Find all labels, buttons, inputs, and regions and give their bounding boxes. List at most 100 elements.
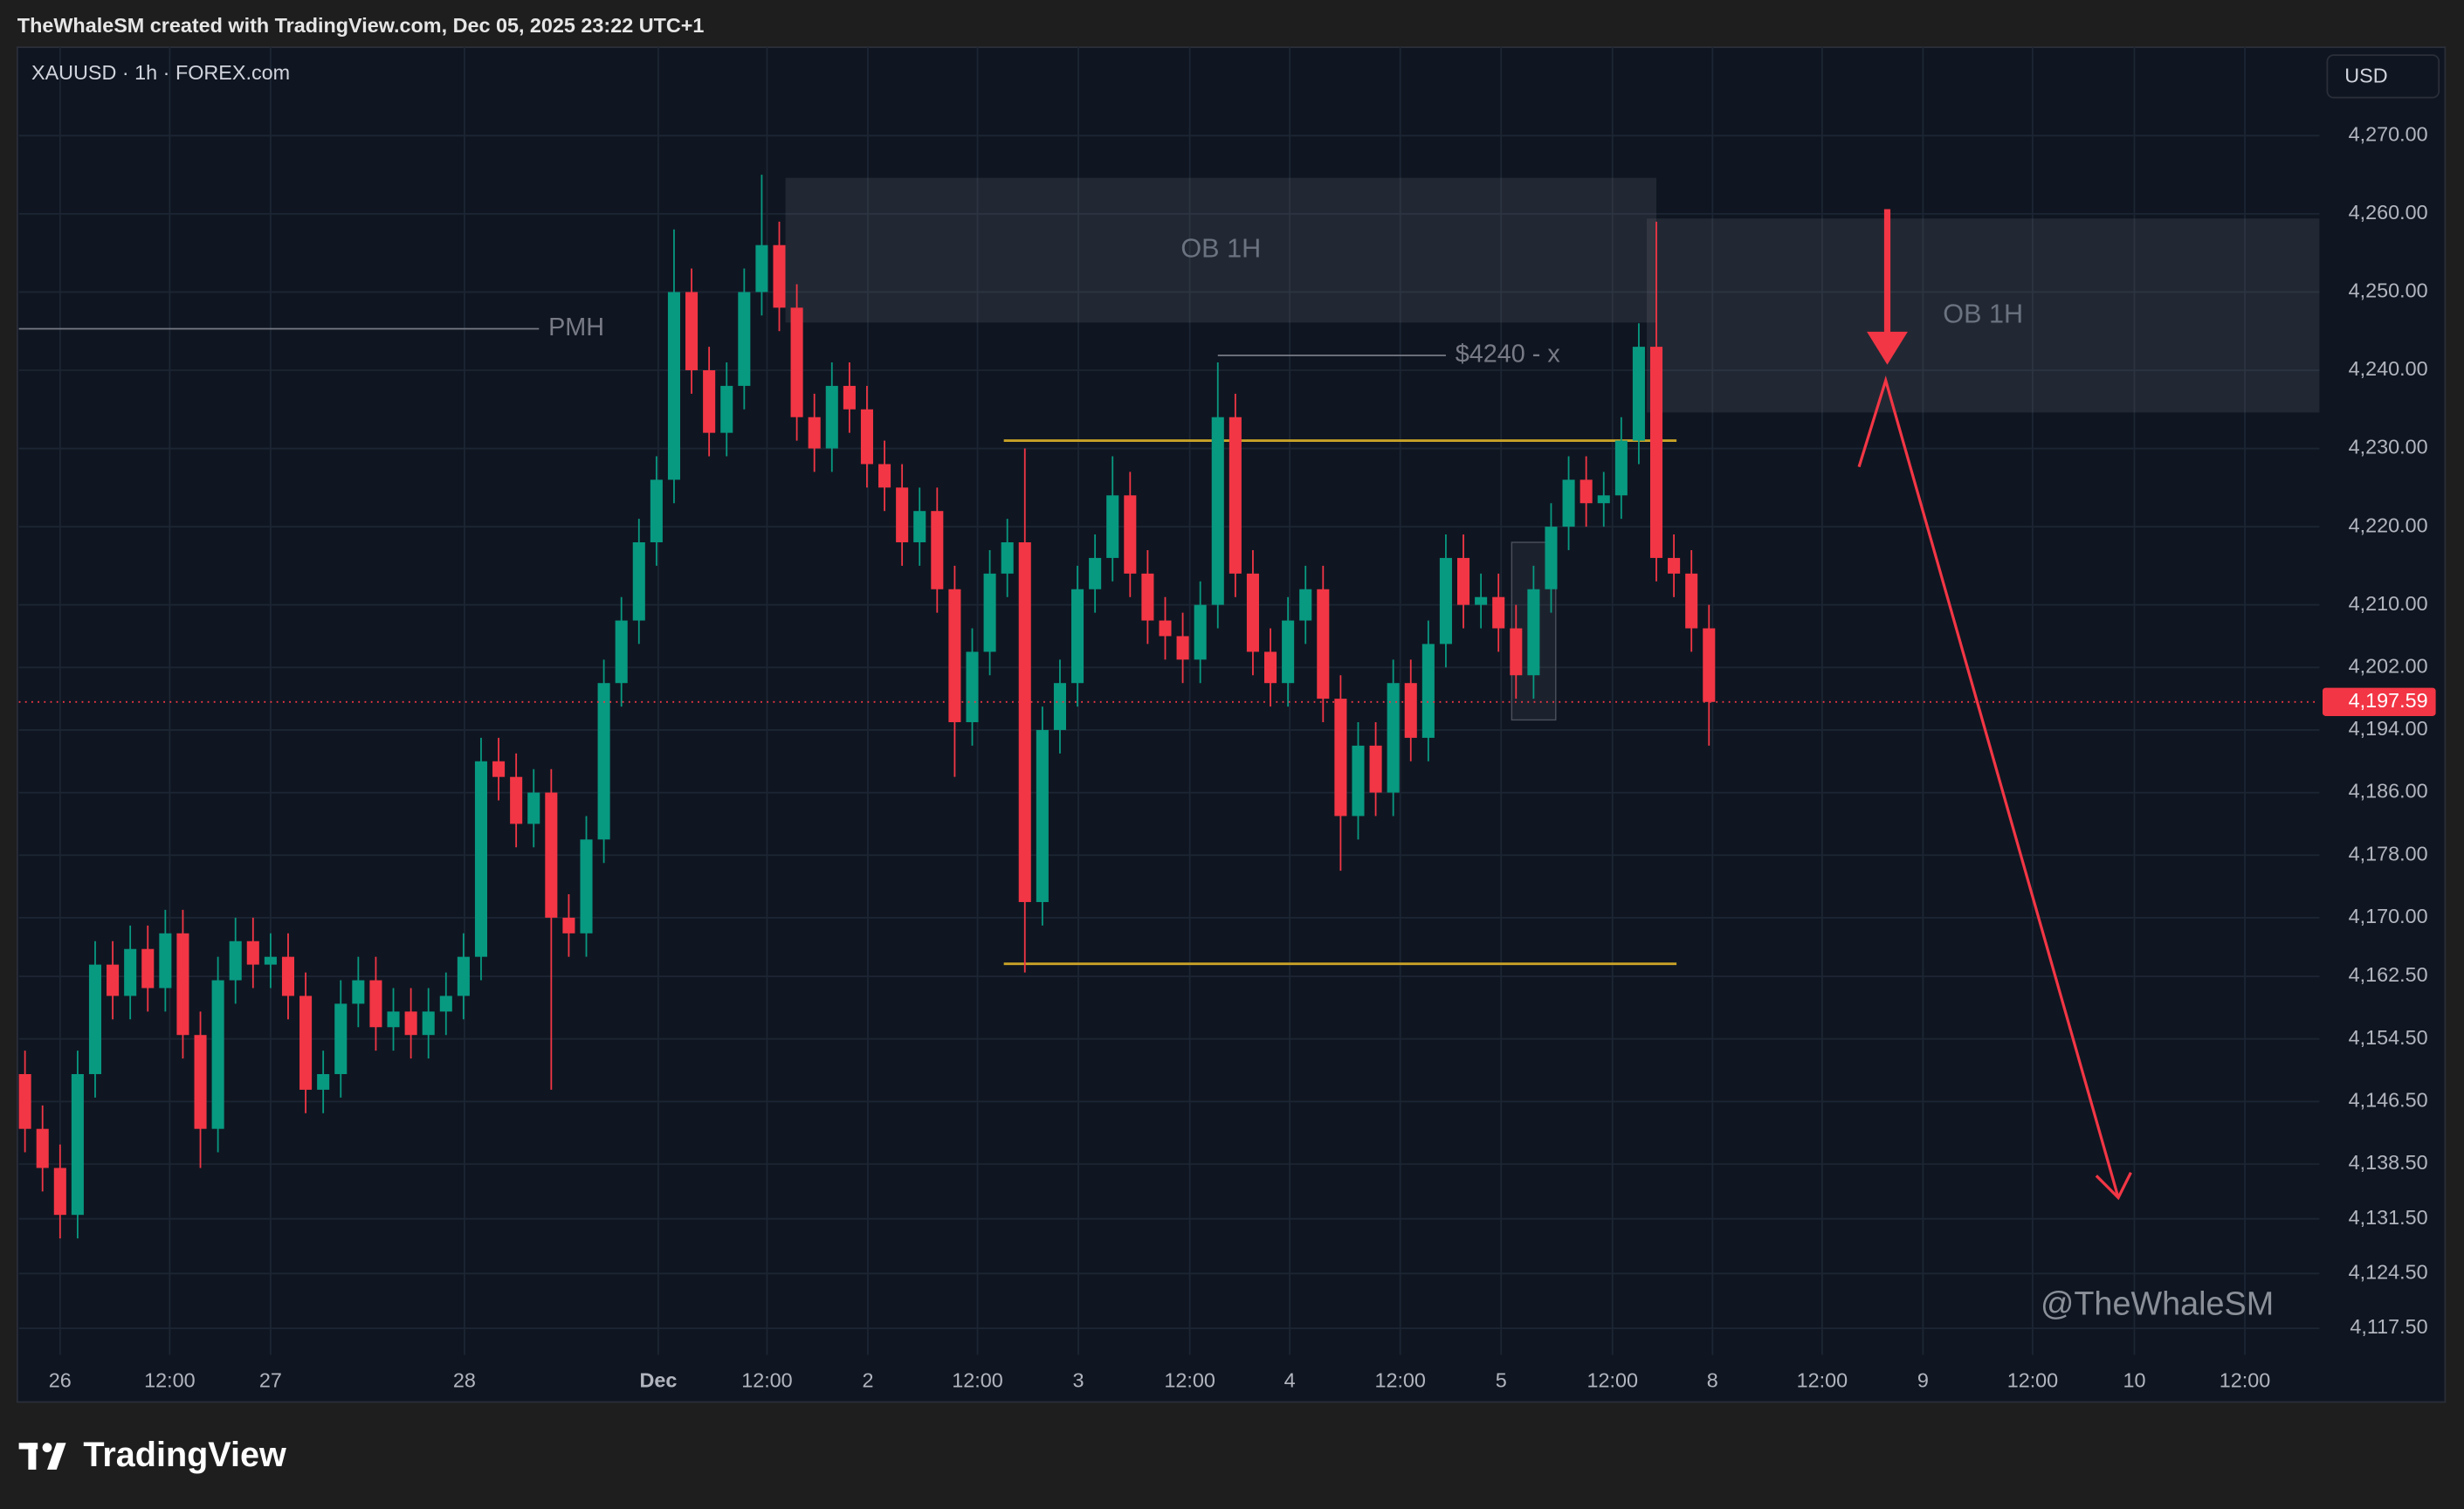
- candle-body: [1176, 636, 1189, 660]
- candle-body: [1071, 589, 1084, 684]
- currency-box[interactable]: [2326, 54, 2440, 99]
- candle-body: [1299, 589, 1312, 621]
- candle-body: [422, 1011, 435, 1036]
- x-tick-label: 12:00: [144, 1368, 196, 1391]
- brand-logo: [18, 1443, 66, 1470]
- x-tick-label: 12:00: [741, 1368, 793, 1391]
- candle-body: [369, 980, 382, 1028]
- y-tick-label: 4,186.00: [2349, 780, 2428, 803]
- candle-body: [387, 1011, 400, 1028]
- candle-body: [896, 487, 909, 543]
- candle-body: [632, 542, 645, 621]
- candle-body: [53, 1168, 66, 1216]
- candle-body: [790, 307, 803, 417]
- candle-body: [1001, 542, 1014, 574]
- symbol: XAUUSD · 1h · FOREX.com: [31, 61, 290, 84]
- candle-body: [141, 948, 155, 989]
- candle-body: [107, 964, 120, 996]
- brand: TradingView: [83, 1436, 286, 1474]
- candle-body: [545, 792, 558, 918]
- x-tick-label: 12:00: [1164, 1368, 1215, 1391]
- candle-body: [1246, 573, 1259, 652]
- candle-body: [1124, 495, 1137, 574]
- x-tick-label: 27: [259, 1368, 282, 1391]
- candle-body: [527, 792, 540, 824]
- candle-body: [948, 589, 961, 722]
- y-tick-label: 4,240.00: [2349, 357, 2428, 380]
- candle-body: [1229, 417, 1242, 574]
- candle-body: [352, 980, 365, 1004]
- candle-body: [264, 956, 277, 965]
- candle-body: [404, 1011, 417, 1036]
- y-tick-label: 4,117.50: [2350, 1315, 2427, 1338]
- logo-part: [28, 1443, 37, 1470]
- candle-body: [1387, 683, 1400, 793]
- candle-body: [124, 948, 137, 996]
- candle-body: [1421, 644, 1435, 738]
- last-price-box: [2323, 687, 2436, 716]
- y-tick-label: 4,162.50: [2349, 963, 2428, 986]
- candle-body: [211, 980, 224, 1129]
- candle-body: [738, 292, 751, 386]
- x-tick-label: 10: [2123, 1368, 2145, 1391]
- candle-body: [580, 839, 593, 934]
- path-arrow: [1857, 375, 2120, 1198]
- x-tick-label: 12:00: [1797, 1368, 1848, 1391]
- candle-body: [1668, 557, 1681, 574]
- candle-body: [510, 776, 523, 824]
- candle-body: [615, 620, 628, 684]
- candle-body: [71, 1073, 84, 1216]
- x-tick-label: 5: [1496, 1368, 1507, 1391]
- candle-body: [317, 1073, 330, 1090]
- candle-body: [966, 651, 979, 722]
- candle-body: [860, 409, 873, 465]
- candle-body: [1053, 683, 1066, 730]
- candles: [18, 175, 1716, 1239]
- candle-body: [334, 1003, 348, 1074]
- candle-body: [1334, 699, 1347, 817]
- candle-body: [281, 956, 295, 996]
- y-tick-label: 4,202.00: [2349, 654, 2428, 677]
- candle-body: [18, 1073, 31, 1129]
- levels: PMH $4240 - x: [18, 314, 1677, 966]
- candle-body: [36, 1128, 49, 1168]
- x-tick-label: 12:00: [952, 1368, 1002, 1391]
- candle-body: [88, 964, 102, 1074]
- logo-part: [46, 1443, 66, 1470]
- candle-body: [650, 479, 663, 543]
- candle-body: [1492, 596, 1505, 629]
- y-tick-label: 4,154.50: [2349, 1026, 2428, 1049]
- candle-body: [1439, 557, 1452, 644]
- credit: TheWhaleSM created with TradingView.com,…: [17, 14, 705, 37]
- y-tick-label: 4,124.50: [2349, 1261, 2428, 1284]
- candle-body: [1580, 479, 1593, 504]
- candle-body: [1614, 440, 1628, 496]
- candle-body: [913, 511, 926, 543]
- candle-body: [1404, 683, 1417, 738]
- logo-part: [42, 1443, 52, 1453]
- candle-body: [1352, 745, 1365, 817]
- candle-body: [1649, 347, 1663, 558]
- candle-body: [1263, 651, 1277, 684]
- candle-body: [1211, 417, 1224, 605]
- x-tick-label: 26: [49, 1368, 72, 1391]
- candle-body: [755, 245, 768, 293]
- y-tick-label: 4,270.00: [2349, 122, 2428, 145]
- candle-body: [176, 933, 189, 1036]
- order-block-label: OB 1H: [1943, 299, 2023, 328]
- candle-body: [1089, 557, 1102, 589]
- candle-body: [597, 683, 610, 840]
- candle-body: [439, 996, 452, 1012]
- candle-body: [299, 996, 313, 1090]
- candle-body: [878, 464, 891, 488]
- candle-body: [720, 385, 733, 433]
- x-tick-label: 9: [1917, 1368, 1929, 1391]
- candle-body: [1510, 628, 1523, 676]
- candle-body: [159, 933, 172, 989]
- candle-body: [1036, 729, 1049, 902]
- x-tick-label: Dec: [639, 1368, 677, 1391]
- candle-body: [808, 417, 821, 449]
- x-tick-label: 8: [1707, 1368, 1718, 1391]
